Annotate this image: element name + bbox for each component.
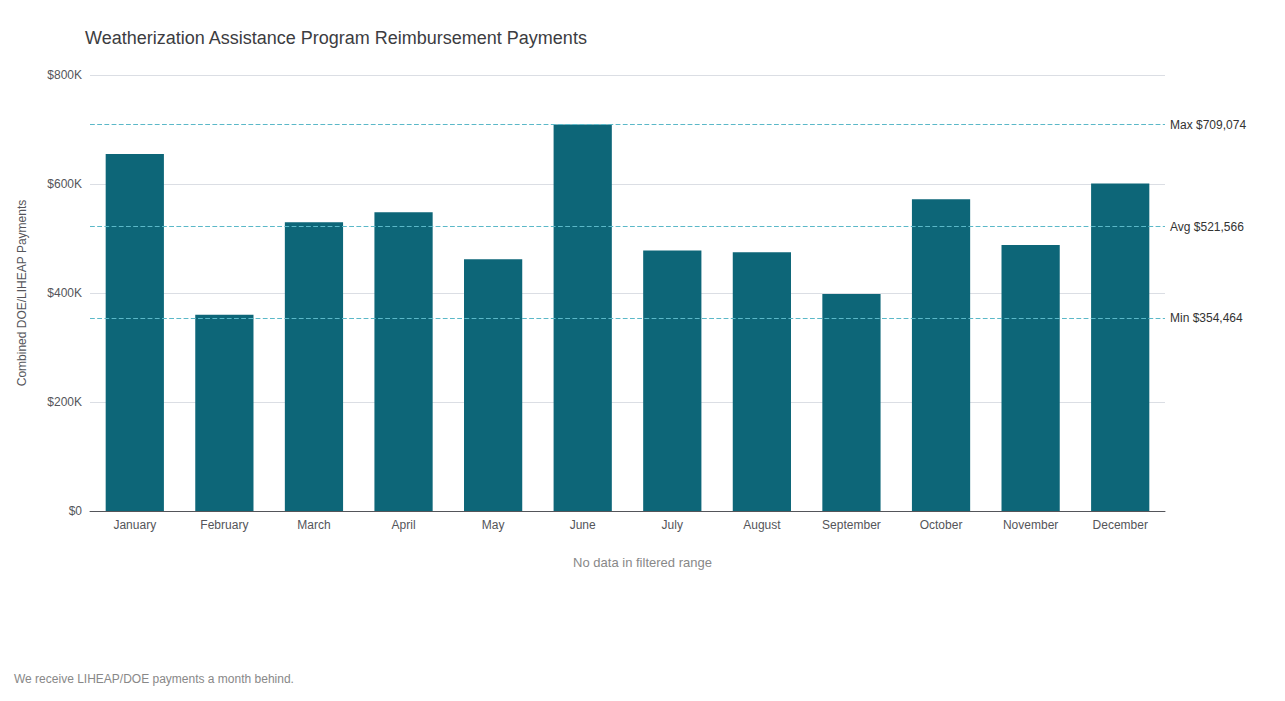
svg-text:April: April bbox=[392, 518, 416, 532]
svg-text:June: June bbox=[570, 518, 596, 532]
svg-text:We receive LIHEAP/DOE payments: We receive LIHEAP/DOE payments a month b… bbox=[14, 672, 294, 686]
svg-text:$0: $0 bbox=[69, 504, 83, 518]
svg-text:$800K: $800K bbox=[47, 68, 82, 82]
svg-text:$600K: $600K bbox=[47, 177, 82, 191]
svg-text:$200K: $200K bbox=[47, 395, 82, 409]
svg-text:February: February bbox=[200, 518, 248, 532]
svg-text:March: March bbox=[297, 518, 330, 532]
svg-text:Weatherization Assistance Prog: Weatherization Assistance Program Reimbu… bbox=[85, 28, 587, 48]
svg-text:July: July bbox=[662, 518, 683, 532]
svg-text:January: January bbox=[113, 518, 156, 532]
svg-text:September: September bbox=[822, 518, 881, 532]
svg-text:November: November bbox=[1003, 518, 1058, 532]
svg-text:Max $709,074: Max $709,074 bbox=[1170, 118, 1246, 132]
svg-text:Min $354,464: Min $354,464 bbox=[1170, 311, 1243, 325]
svg-text:Avg $521,566: Avg $521,566 bbox=[1170, 220, 1244, 234]
svg-text:Combined DOE/LIHEAP Payments: Combined DOE/LIHEAP Payments bbox=[15, 200, 29, 387]
svg-text:December: December bbox=[1093, 518, 1148, 532]
svg-text:May: May bbox=[482, 518, 505, 532]
svg-text:October: October bbox=[920, 518, 963, 532]
svg-text:August: August bbox=[743, 518, 781, 532]
svg-text:$400K: $400K bbox=[47, 286, 82, 300]
svg-text:No data in filtered range: No data in filtered range bbox=[573, 555, 712, 570]
